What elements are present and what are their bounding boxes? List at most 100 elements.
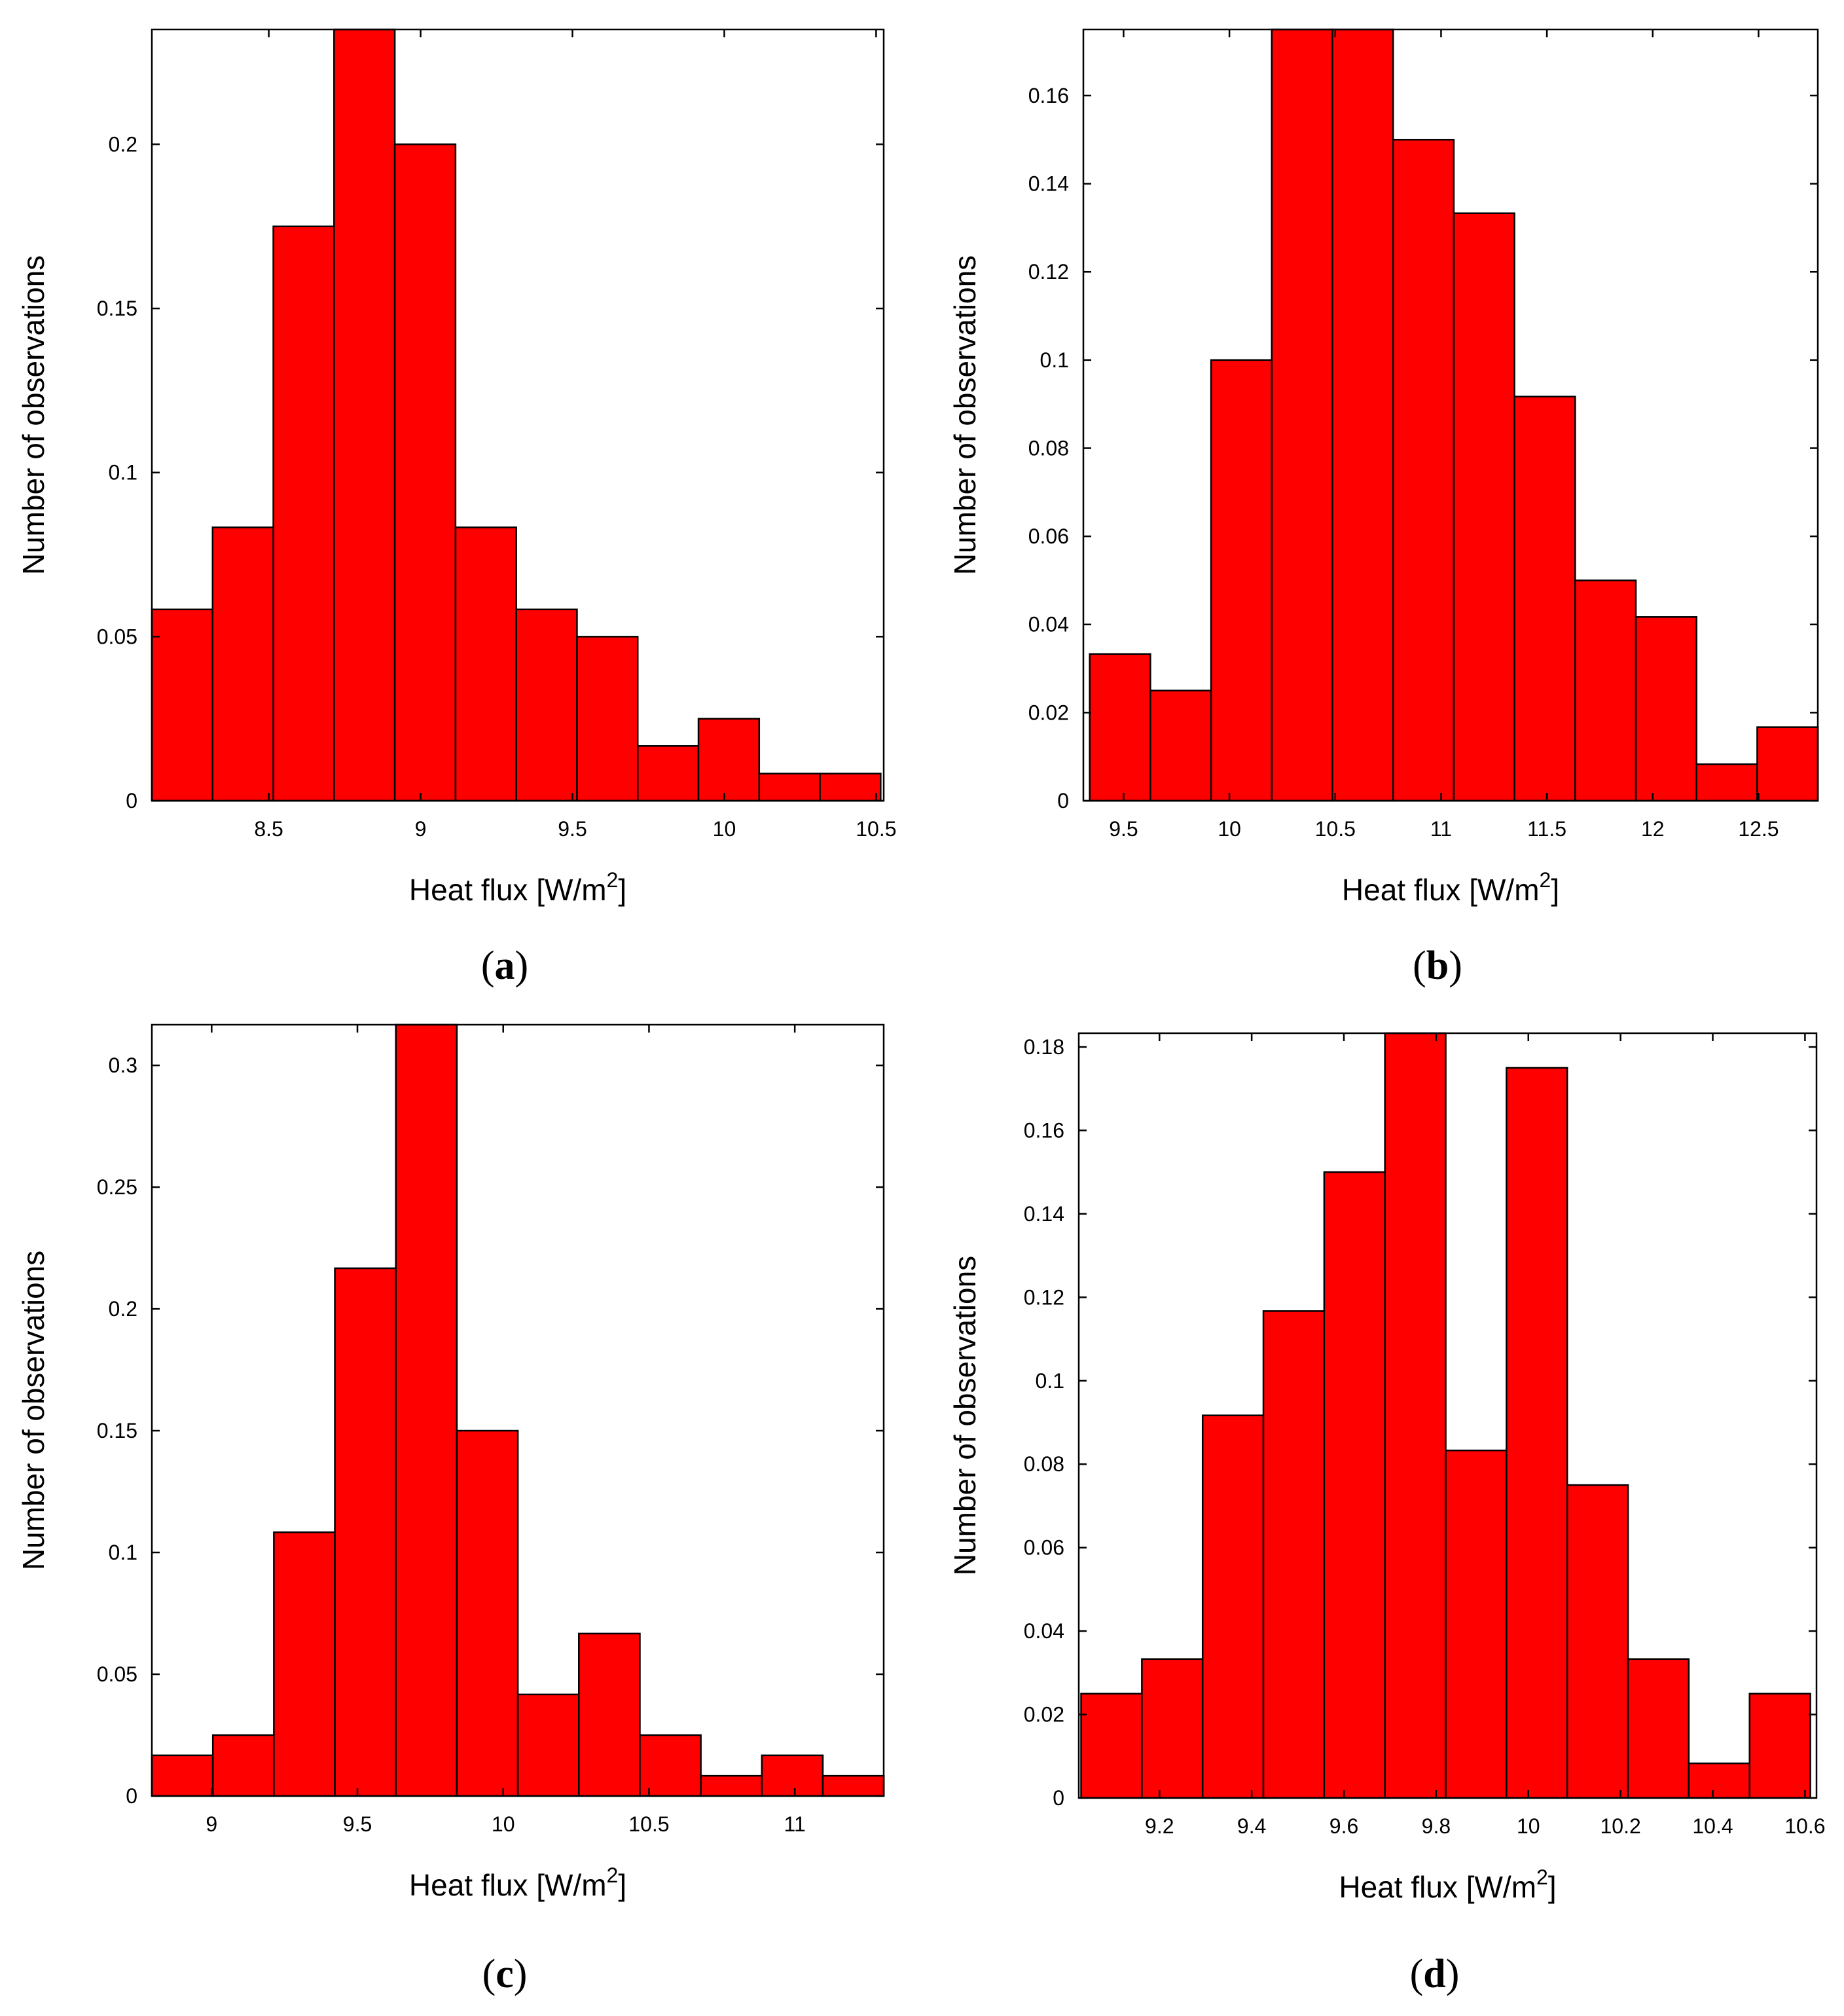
- x-axis-title-superscript: 2: [607, 868, 619, 892]
- histogram-bar: [700, 1774, 763, 1797]
- x-axis-title-superscript: 2: [607, 1863, 619, 1887]
- panel-caption-close: ): [514, 1952, 528, 1996]
- plot-frame: [1082, 28, 1819, 802]
- y-tick-label: 0: [126, 1784, 137, 1808]
- x-axis-title-text: Heat flux [W/m: [1342, 873, 1540, 907]
- x-tick-label: 9: [415, 817, 427, 841]
- histogram-bar: [1453, 212, 1515, 802]
- panel-caption: (d): [1410, 1952, 1460, 1996]
- x-tick-label: 10.4: [1692, 1814, 1733, 1838]
- plot-frame: [151, 1023, 885, 1797]
- x-tick-label: 10.6: [1784, 1814, 1825, 1838]
- panel-caption: (b): [1413, 944, 1462, 988]
- panel-caption-letter: c: [496, 1952, 514, 1996]
- histogram-bar: [639, 1734, 702, 1797]
- histogram-bar: [1210, 359, 1273, 802]
- x-axis-title: Heat flux [W/m2]: [409, 868, 626, 907]
- y-tick-label: 0.1: [109, 1541, 137, 1564]
- histogram-bar: [576, 636, 639, 802]
- x-axis-title: Heat flux [W/m2]: [1339, 1865, 1556, 1904]
- histogram-bar: [1506, 1067, 1568, 1799]
- x-tick-label: 12.5: [1738, 817, 1779, 841]
- histogram-bar: [1748, 1693, 1811, 1799]
- y-tick-label: 0.15: [97, 1419, 137, 1442]
- histogram-bar: [1141, 1658, 1204, 1799]
- chart-panel-a: 0 0.05 0.1 0.15 0.2 8.5 9 9.5 10 10.5 Heat flux [W…: [16, 28, 897, 988]
- panel-caption-close: ): [1449, 944, 1462, 988]
- histogram-bar: [697, 718, 761, 802]
- histogram-bar: [1445, 1449, 1508, 1799]
- histogram-bar: [211, 526, 274, 802]
- histogram-bar: [578, 1632, 641, 1797]
- panel-caption-letter: a: [495, 944, 515, 988]
- x-axis-title-superscript: 2: [1540, 868, 1551, 892]
- x-tick-label: 11.5: [1527, 817, 1566, 841]
- histogram-bar: [211, 1734, 275, 1797]
- y-tick-label: 0.14: [1024, 1202, 1064, 1226]
- plot-frame: [1077, 1032, 1818, 1799]
- y-tick-label: 0.06: [1024, 1536, 1064, 1560]
- histogram-bar: [1080, 1693, 1143, 1799]
- x-axis-title: Heat flux [W/m2]: [1342, 868, 1559, 907]
- y-tick-label: 0.3: [109, 1054, 137, 1077]
- histogram-bar: [1262, 1310, 1326, 1799]
- x-tick-label: 9.2: [1145, 1814, 1174, 1838]
- histogram-bar: [1566, 1484, 1629, 1799]
- panel-caption-letter: d: [1423, 1952, 1445, 1996]
- histogram-bar: [1513, 395, 1576, 802]
- y-tick-label: 0.1: [1036, 1369, 1064, 1393]
- x-axis-title-end: ]: [1548, 1870, 1557, 1904]
- y-tick-label: 0.15: [97, 297, 137, 320]
- x-tick-label: 9.5: [558, 817, 587, 841]
- y-tick-label: 0.02: [1024, 1703, 1064, 1727]
- panel-caption: (c): [482, 1952, 528, 1996]
- histogram-bar: [1574, 579, 1637, 802]
- x-tick-label: 10: [492, 1812, 515, 1836]
- chart-panel-d: 0 0.02 0.04 0.06 0.08 0.1 0.12 0.14 0.16 0.18 9.2 9…: [948, 1032, 1826, 1996]
- y-tick-label: 0.1: [1040, 348, 1069, 372]
- x-tick-label: 10.5: [1315, 817, 1356, 841]
- histogram-bar: [151, 608, 214, 802]
- x-tick-label: 12: [1641, 817, 1665, 841]
- x-tick-label: 9.5: [1109, 817, 1138, 841]
- y-tick-label: 0.04: [1024, 1619, 1064, 1643]
- chart-panel-b: 0 0.02 0.04 0.06 0.08 0.1 0.12 0.14 0.16 9.5 10 10.…: [948, 28, 1819, 988]
- y-tick-label: 0.02: [1028, 701, 1069, 724]
- y-tick-label: 0.2: [109, 1297, 137, 1321]
- histogram-bar: [1149, 689, 1212, 802]
- x-axis-title-text: Heat flux [W/m: [1339, 1870, 1536, 1904]
- histogram-bar: [1627, 1658, 1690, 1799]
- x-tick-label: 10: [1218, 817, 1241, 841]
- x-tick-label: 9: [206, 1812, 217, 1836]
- histogram-bar: [1384, 1032, 1447, 1799]
- y-tick-label: 0.18: [1024, 1035, 1064, 1059]
- y-tick-label: 0.08: [1028, 436, 1069, 460]
- y-axis-title: Number of observations: [948, 1256, 982, 1575]
- histogram-bar: [758, 773, 821, 802]
- histogram-bar: [334, 1267, 397, 1797]
- histogram-bar: [333, 28, 396, 802]
- y-tick-label: 0.14: [1028, 172, 1069, 196]
- histogram-bar: [822, 1774, 885, 1797]
- histogram-bar: [516, 1693, 580, 1797]
- histogram-bar: [1271, 28, 1333, 802]
- y-tick-label: 0.1: [109, 461, 137, 485]
- y-tick-label: 0.2: [109, 132, 137, 156]
- histogram-bar: [272, 225, 335, 802]
- histogram-bar: [1089, 653, 1151, 802]
- histogram-bar: [761, 1754, 824, 1797]
- histogram-bar: [393, 143, 457, 802]
- x-tick-label: 9.6: [1329, 1814, 1358, 1838]
- x-axis-title-superscript: 2: [1536, 1865, 1548, 1889]
- histogram-bar: [515, 608, 578, 802]
- y-tick-label: 0.16: [1024, 1118, 1064, 1142]
- y-tick-label: 0.04: [1028, 613, 1069, 636]
- x-axis-title-end: ]: [618, 1868, 626, 1902]
- histogram-bar: [273, 1531, 336, 1797]
- panel-caption-open: (: [1410, 1952, 1424, 1996]
- histogram-bar: [1201, 1414, 1265, 1799]
- histogram-bar: [1756, 726, 1819, 802]
- y-tick-label: 0.12: [1024, 1285, 1064, 1309]
- x-axis-title-text: Heat flux [W/m: [409, 873, 607, 907]
- histogram-bar: [1688, 1762, 1750, 1799]
